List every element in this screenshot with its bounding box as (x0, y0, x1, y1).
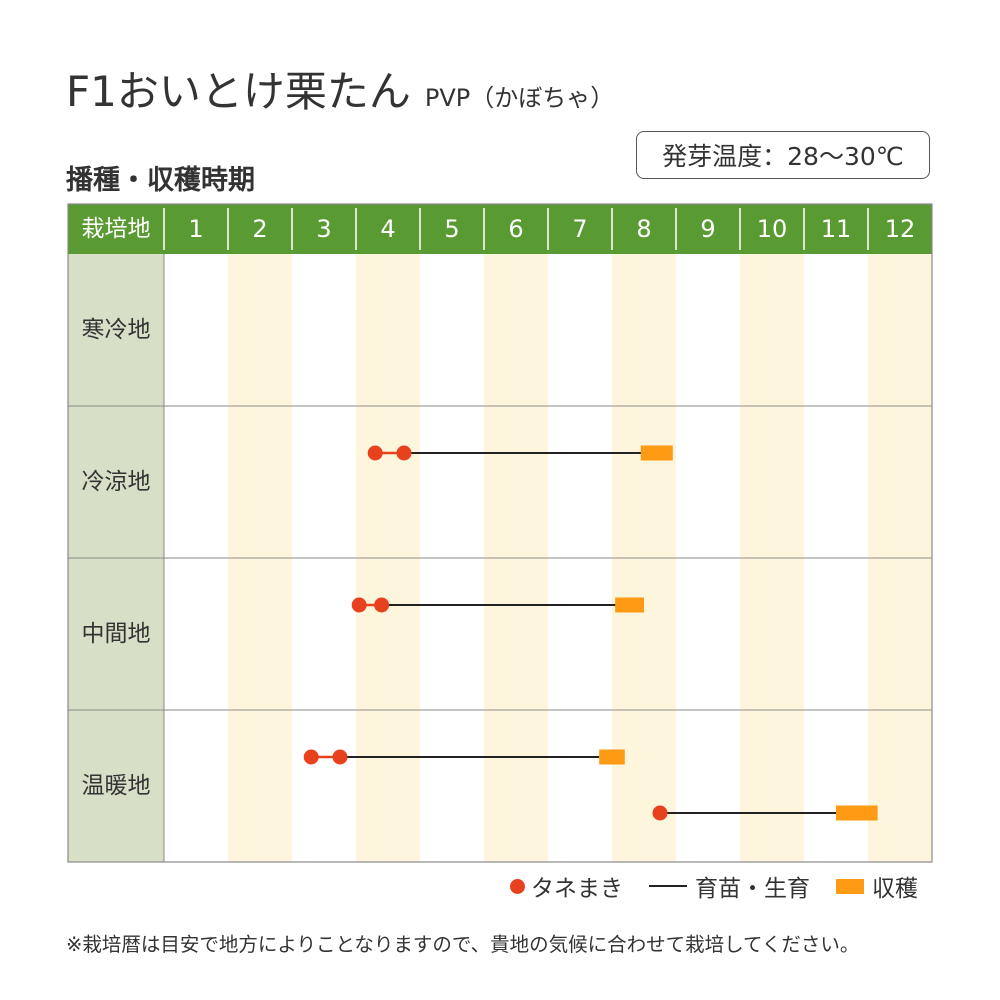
legend-growing-label: 育苗・生育 (695, 876, 810, 902)
month-label: 1 (188, 215, 203, 243)
sowing-start-dot (303, 749, 319, 765)
month-label: 9 (700, 215, 715, 243)
region-label: 寒冷地 (82, 317, 151, 343)
month-label: 6 (508, 215, 523, 243)
month-label: 11 (821, 215, 852, 243)
footnote: ※栽培暦は目安で地方によりことなりますので、貴地の気候に合わせて栽培してください… (66, 933, 860, 956)
month-label: 2 (252, 215, 267, 243)
harvest-bar (599, 749, 625, 765)
germination-temp-box: 発芽温度：28～30℃ (636, 131, 930, 179)
sowing-start-dot (351, 597, 367, 613)
growing-line-icon (649, 885, 687, 887)
region-label: 冷涼地 (82, 469, 151, 495)
legend: タネまき 育苗・生育 収穫 (510, 866, 918, 906)
page-subtitle: PVP（かぼちゃ） (424, 84, 615, 112)
corner-label: 栽培地 (82, 216, 151, 242)
sowing-dot-icon (510, 878, 525, 894)
title-row: F1おいとけ栗たん PVP（かぼちゃ） (66, 58, 614, 118)
sowing-end-dot (332, 749, 348, 765)
month-label: 3 (316, 215, 331, 243)
month-label: 7 (572, 215, 587, 243)
legend-harvest-label: 収穫 (872, 876, 918, 902)
region-label: 温暖地 (82, 773, 151, 799)
germination-temp-label: 発芽温度：28～30℃ (662, 142, 904, 171)
section-heading: 播種・収穫時期 (66, 165, 255, 196)
page-title: F1おいとけ栗たん (66, 67, 411, 116)
header-row (68, 204, 932, 254)
harvest-bar (615, 597, 644, 613)
harvest-bar (836, 805, 878, 821)
harvest-bar-icon (836, 878, 864, 894)
legend-harvest: 収穫 (836, 869, 918, 903)
sowing-start-dot (367, 445, 383, 461)
region-label: 中間地 (82, 621, 151, 647)
table-frame (67, 203, 933, 863)
month-label: 8 (636, 215, 651, 243)
sowing-end-dot (396, 445, 412, 461)
legend-sowing: タネまき (510, 869, 623, 903)
month-label: 4 (380, 215, 395, 243)
month-label: 12 (885, 215, 916, 243)
sowing-start-dot (652, 805, 668, 821)
month-label: 10 (757, 215, 788, 243)
month-label: 5 (444, 215, 459, 243)
legend-growing: 育苗・生育 (649, 869, 810, 903)
harvest-bar (640, 445, 673, 461)
legend-sowing-label: タネまき (531, 876, 623, 902)
sowing-end-dot (374, 597, 390, 613)
